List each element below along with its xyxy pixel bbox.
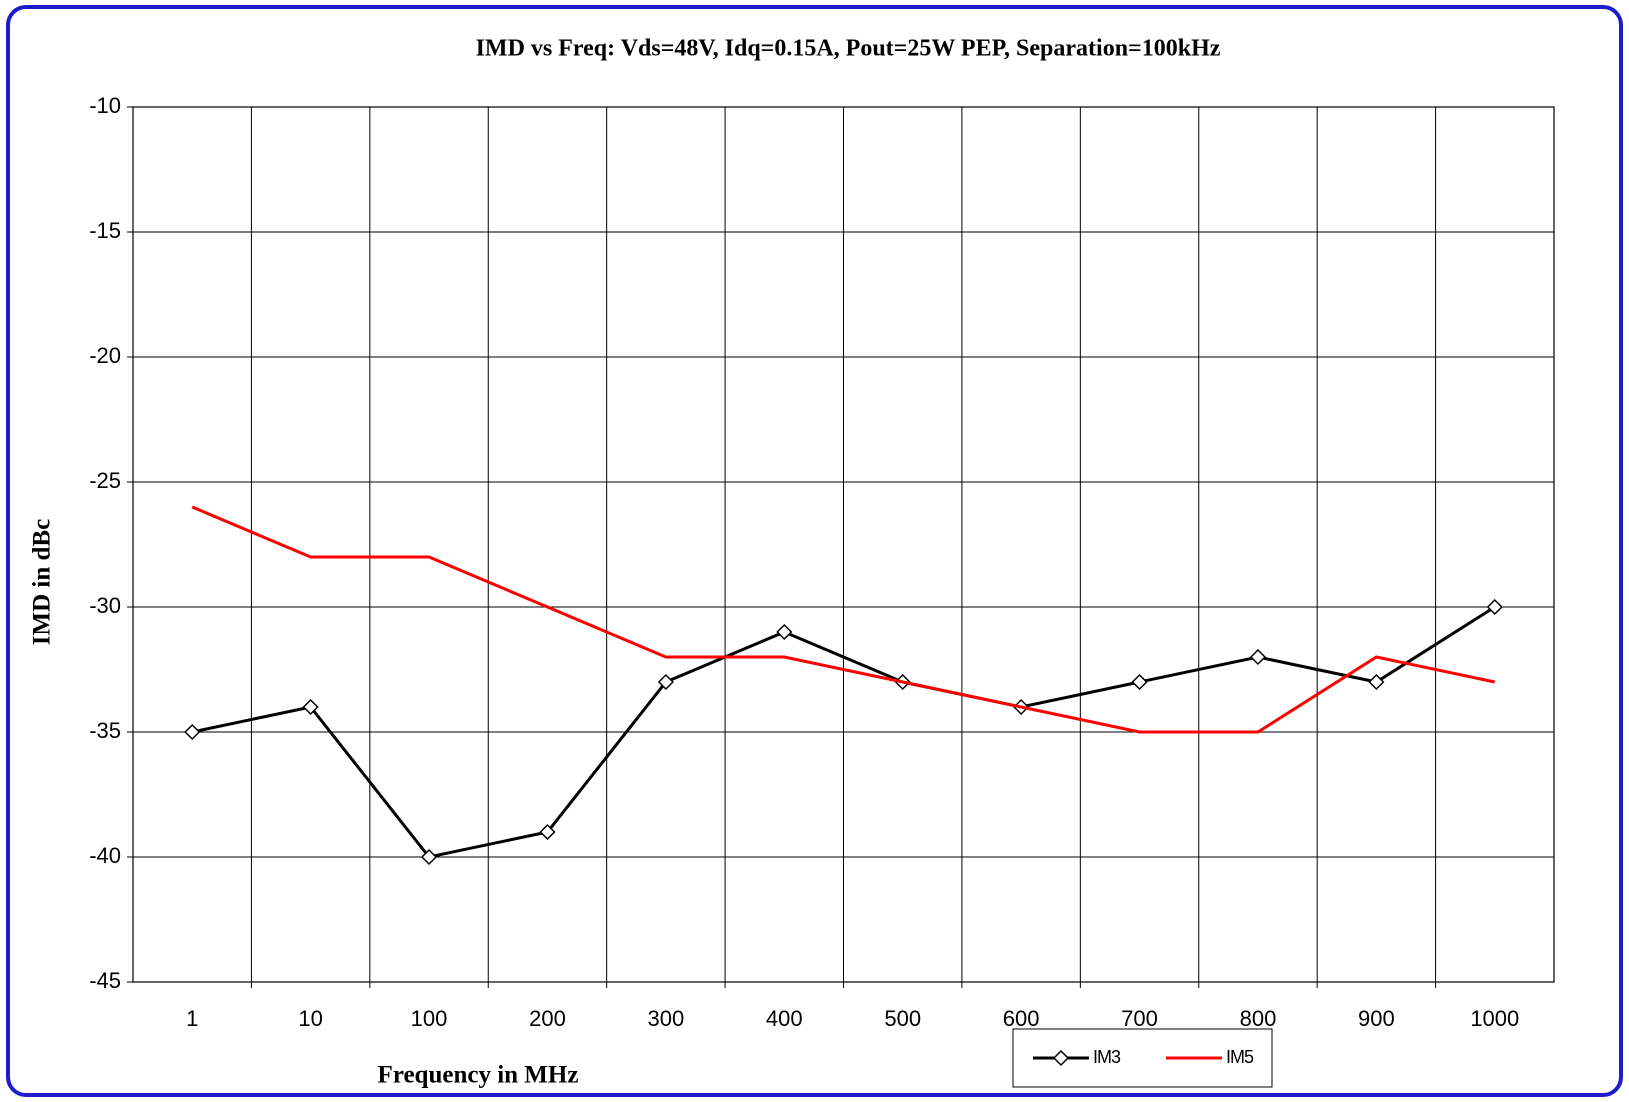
- x-axis-label: Frequency in MHz: [378, 1062, 579, 1089]
- data-point: [657, 673, 674, 691]
- data-point: [1486, 598, 1503, 616]
- data-point: [776, 623, 793, 641]
- data-point: [184, 723, 201, 741]
- legend-label: IM3: [1093, 1047, 1121, 1067]
- data-point: [420, 848, 438, 866]
- y-tick-label: -45: [89, 968, 121, 993]
- x-tick-label: 100: [411, 1006, 448, 1031]
- y-tick-label: -10: [89, 93, 121, 118]
- x-tick-label: 900: [1358, 1006, 1395, 1031]
- data-point: [1131, 673, 1148, 691]
- x-tick-label: 10: [298, 1006, 322, 1031]
- data-point: [539, 823, 556, 841]
- x-tick-label: 500: [884, 1006, 921, 1031]
- x-tick-label: 400: [766, 1006, 803, 1031]
- y-tick-label: -25: [89, 468, 121, 493]
- legend-marker: [1052, 1049, 1070, 1067]
- y-tick-label: -15: [89, 218, 121, 243]
- data-point: [302, 698, 319, 716]
- y-tick-label: -30: [89, 593, 121, 618]
- x-tick-label: 800: [1240, 1006, 1277, 1031]
- legend-label: IM5: [1226, 1047, 1254, 1067]
- y-tick-label: -35: [89, 718, 121, 743]
- y-tick-label: -40: [89, 843, 121, 868]
- data-point: [1249, 648, 1267, 666]
- x-tick-label: 1000: [1470, 1006, 1519, 1031]
- x-tick-label: 700: [1121, 1006, 1158, 1031]
- data-point: [1368, 673, 1385, 691]
- x-tick-label: 600: [1003, 1006, 1040, 1031]
- x-tick-label: 1: [186, 1006, 198, 1031]
- y-tick-label: -20: [89, 343, 121, 368]
- series-line: [191, 605, 1496, 859]
- chart-title: IMD vs Freq: Vds=48V, Idq=0.15A, Pout=25…: [476, 36, 1221, 62]
- y-axis-label: IMD in dBc: [29, 519, 56, 645]
- x-tick-label: 200: [529, 1006, 566, 1031]
- series-line: [191, 505, 1496, 734]
- x-tick-label: 300: [648, 1006, 685, 1031]
